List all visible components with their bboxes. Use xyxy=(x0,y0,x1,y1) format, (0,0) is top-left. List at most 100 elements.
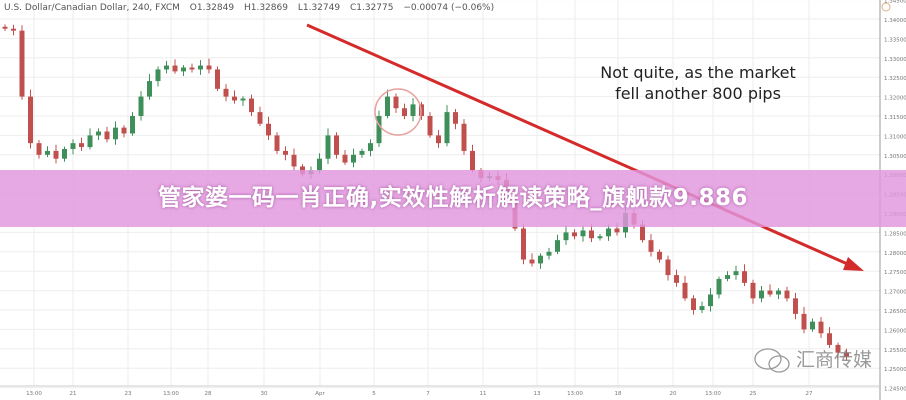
x-tick-label: 28 xyxy=(205,391,212,397)
candle-down xyxy=(818,321,824,334)
y-tick-label: 1.28000 xyxy=(884,251,906,257)
y-tick-label: 1.31500 xyxy=(884,115,906,121)
watermark: 汇商传媒 xyxy=(752,345,872,376)
candle-up xyxy=(699,306,705,310)
y-tick-label: 1.33500 xyxy=(884,37,906,43)
candle-down xyxy=(657,251,662,260)
candle-down xyxy=(2,26,8,29)
candle-down xyxy=(665,259,671,276)
x-tick-label: 11 xyxy=(480,391,487,397)
candle-down xyxy=(393,96,399,109)
candle-up xyxy=(563,232,569,241)
candle-down xyxy=(750,282,756,299)
candle-down xyxy=(215,69,220,89)
candle-up xyxy=(70,143,76,149)
x-tick-label: 13:00 xyxy=(163,391,179,397)
candle-down xyxy=(784,290,790,299)
candle-down xyxy=(402,108,407,116)
candle-down xyxy=(104,131,110,140)
y-tick-label: 1.32500 xyxy=(884,76,906,82)
candle-down xyxy=(589,230,594,239)
candle-down xyxy=(79,143,84,148)
candle-down xyxy=(461,123,467,151)
candle-up xyxy=(325,135,331,159)
candle-up xyxy=(555,240,560,252)
x-tick-label: 13:00 xyxy=(567,391,583,397)
candle-up xyxy=(410,104,416,116)
x-tick-label: 13:00 xyxy=(26,391,42,397)
candle-down xyxy=(691,298,696,310)
y-tick-label: 1.27500 xyxy=(884,270,906,276)
candle-down xyxy=(682,282,688,299)
candle-up xyxy=(87,135,93,148)
candle-up xyxy=(351,154,356,163)
x-tick-label: 13:00 xyxy=(705,391,721,397)
x-tick-label: 23 xyxy=(125,391,132,397)
candle-up xyxy=(716,278,722,295)
y-tick-label: 1.25500 xyxy=(884,348,906,354)
candle-up xyxy=(538,255,543,264)
x-tick-label: 30 xyxy=(261,391,268,397)
y-tick-label: 1.28500 xyxy=(884,231,906,237)
candle-down xyxy=(614,228,620,233)
candle-down xyxy=(19,30,25,97)
candle-down xyxy=(648,240,654,252)
candle-up xyxy=(759,290,764,299)
y-tick-label: 1.24500 xyxy=(884,387,906,393)
candle-down xyxy=(172,65,178,72)
candle-down xyxy=(206,65,212,70)
y-tick-label: 1.33000 xyxy=(884,57,906,63)
candle-down xyxy=(793,298,798,314)
candle-down xyxy=(844,352,849,357)
candle-up xyxy=(317,158,322,171)
candle-down xyxy=(232,96,237,101)
candle-down xyxy=(36,143,42,155)
change-value: −0.00074 (−0.06%) xyxy=(403,3,495,13)
alert-icon xyxy=(881,2,891,12)
candle-up xyxy=(444,112,450,144)
candle-down xyxy=(801,313,807,330)
x-tick-label: 25 xyxy=(750,391,757,397)
candle-up xyxy=(155,69,161,82)
x-tick-label: 21 xyxy=(70,391,77,397)
candle-up xyxy=(113,127,118,140)
candle-up xyxy=(776,290,781,295)
high-value: H1.32869 xyxy=(243,3,288,13)
candle-up xyxy=(708,294,713,307)
candle-down xyxy=(342,154,348,163)
candle-up xyxy=(164,65,169,70)
annotation-line-1: Not quite, as the market xyxy=(600,63,796,82)
y-tick-label: 1.31000 xyxy=(884,134,906,140)
candle-down xyxy=(28,96,33,144)
candle-up xyxy=(147,81,152,97)
y-tick-label: 1.27000 xyxy=(884,290,906,296)
candle-up xyxy=(376,116,382,144)
candle-up xyxy=(368,143,373,151)
candle-down xyxy=(11,28,16,31)
candle-down xyxy=(835,344,841,353)
annotation-line-2: fell another 800 pips xyxy=(615,84,781,103)
candle-down xyxy=(266,123,271,136)
candle-down xyxy=(121,127,127,134)
candle-down xyxy=(453,112,458,124)
watermark-text: 汇商传媒 xyxy=(796,349,873,371)
candle-up xyxy=(45,150,50,155)
highlight-circle xyxy=(374,88,422,136)
candle-down xyxy=(334,135,339,155)
x-tick-label: 20 xyxy=(670,391,677,397)
low-value: L1.32749 xyxy=(297,3,341,13)
candle-up xyxy=(385,96,390,116)
banner-text: 管家婆一码一肖正确,实效性解析解读策略_旗舰款9.886 xyxy=(158,185,748,211)
candle-up xyxy=(810,321,815,330)
y-tick-label: 1.25000 xyxy=(884,367,906,373)
y-tick-label: 1.26500 xyxy=(884,309,906,315)
candle-up xyxy=(359,150,365,155)
candle-down xyxy=(640,224,645,241)
y-tick-label: 1.26000 xyxy=(884,328,906,334)
open-value: O1.32849 xyxy=(189,3,235,13)
candle-down xyxy=(291,154,297,167)
candle-up xyxy=(546,251,552,256)
candle-down xyxy=(767,290,773,295)
candle-down xyxy=(827,333,832,345)
